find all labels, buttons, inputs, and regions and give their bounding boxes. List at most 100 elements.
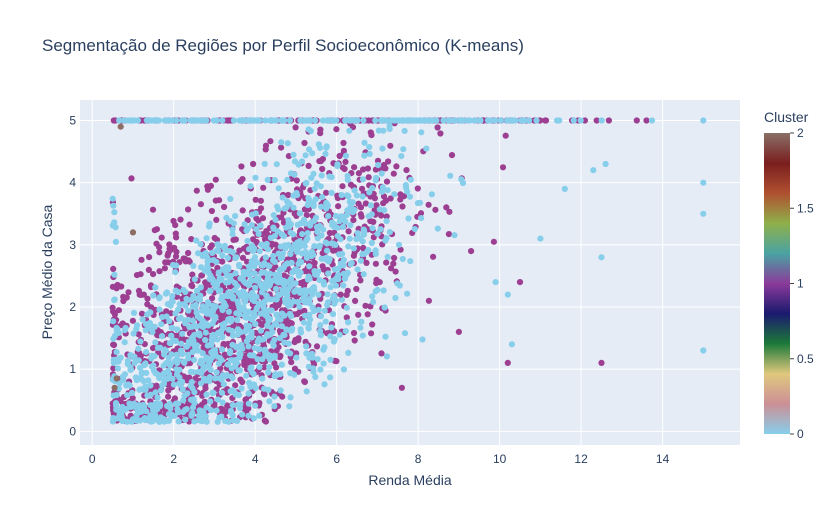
data-point (347, 117, 354, 124)
data-point (260, 184, 267, 191)
data-point (303, 343, 310, 350)
data-point (317, 313, 325, 320)
data-point (295, 260, 302, 268)
data-point (357, 324, 364, 331)
data-point (305, 162, 312, 169)
data-point (163, 289, 171, 296)
data-point (200, 366, 207, 373)
data-point (360, 231, 367, 238)
data-point (362, 200, 369, 207)
data-point (252, 174, 259, 181)
data-point (446, 117, 453, 124)
data-point (199, 303, 206, 310)
data-point (383, 218, 390, 225)
data-point (229, 231, 236, 238)
data-point (235, 290, 242, 297)
data-point (218, 389, 226, 396)
data-point (245, 246, 253, 253)
data-point (437, 130, 444, 137)
data-point (504, 117, 512, 124)
data-point (400, 117, 407, 124)
data-point (425, 297, 432, 304)
data-point (152, 389, 159, 396)
data-point (116, 117, 123, 124)
x-tick-label: 0 (89, 452, 96, 466)
data-point (323, 247, 331, 254)
data-point (325, 117, 332, 124)
data-point (277, 387, 284, 394)
data-point (327, 374, 334, 381)
data-point (279, 194, 286, 201)
data-point (181, 359, 188, 366)
data-point (236, 405, 244, 412)
data-point (281, 262, 288, 269)
data-point (183, 343, 190, 350)
data-point (324, 291, 331, 298)
data-point (127, 403, 134, 411)
data-point (318, 232, 325, 239)
data-point (193, 237, 200, 244)
data-point (149, 206, 157, 213)
data-point (416, 199, 424, 206)
data-point (168, 324, 175, 331)
data-point (156, 249, 163, 256)
data-point (133, 272, 141, 279)
data-point (314, 356, 321, 363)
data-point (328, 219, 336, 226)
data-point (252, 320, 259, 328)
data-point (131, 353, 138, 360)
data-point (317, 158, 324, 165)
data-point (290, 204, 297, 211)
data-point (209, 389, 216, 396)
data-point (245, 390, 252, 397)
data-point (273, 301, 280, 308)
data-point (274, 203, 281, 210)
data-point (175, 315, 183, 322)
data-point (191, 276, 198, 283)
data-point (189, 409, 196, 416)
data-point (376, 279, 383, 286)
data-point (490, 238, 497, 245)
data-point (124, 117, 131, 124)
data-point (273, 285, 280, 292)
data-point (193, 323, 200, 330)
data-point (229, 226, 236, 233)
data-point (256, 412, 263, 419)
data-point (418, 129, 425, 136)
data-point (301, 287, 308, 294)
data-point (180, 397, 187, 404)
data-point (343, 314, 350, 321)
data-point (287, 250, 294, 258)
data-point (170, 337, 177, 344)
data-point (207, 398, 214, 405)
data-point (313, 343, 321, 350)
data-point (354, 266, 361, 273)
data-point (158, 321, 165, 328)
data-point (113, 324, 120, 331)
data-point (189, 117, 196, 124)
data-point (643, 117, 650, 124)
data-point (206, 378, 213, 385)
data-point (364, 165, 371, 172)
data-point (143, 349, 150, 356)
data-point (295, 335, 302, 342)
y-tick-label: 3 (69, 238, 76, 252)
data-point (288, 320, 295, 327)
data-point (405, 215, 412, 222)
data-point (222, 303, 229, 310)
data-point (293, 177, 300, 184)
data-point (373, 174, 380, 181)
data-point (378, 350, 385, 357)
data-point (447, 172, 454, 179)
data-point (315, 291, 322, 298)
data-point (162, 375, 169, 383)
data-point (222, 417, 229, 424)
data-point (357, 257, 364, 264)
data-point (161, 351, 168, 358)
data-point (209, 249, 216, 256)
data-point (333, 212, 340, 220)
data-point (267, 138, 274, 145)
data-point (316, 277, 323, 284)
data-point (305, 320, 313, 327)
data-points (109, 117, 707, 425)
